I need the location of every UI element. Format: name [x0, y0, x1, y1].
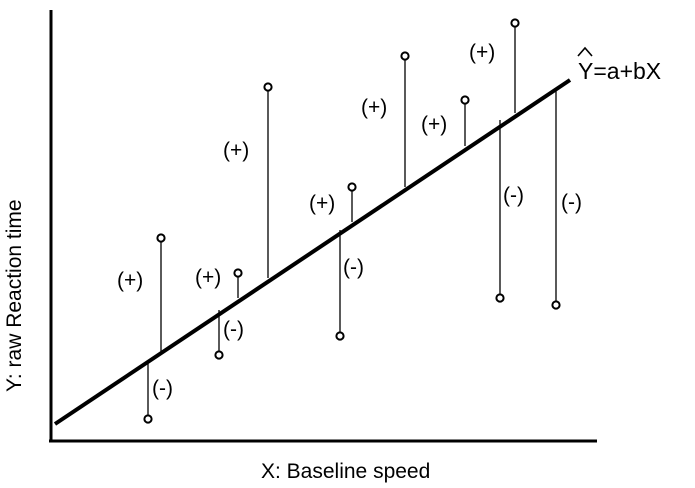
- positive-residual-label: (+): [117, 269, 143, 292]
- residual-labels: (+) (-) (+) (-) (+) (+) (-) (+) (+) (+) …: [117, 41, 582, 400]
- negative-residual-label: (-): [343, 256, 364, 279]
- data-point: [400, 51, 410, 61]
- positive-residual-label: (+): [421, 113, 447, 136]
- data-point: [335, 331, 345, 341]
- positive-residual-label: (+): [223, 139, 249, 162]
- data-point: [143, 414, 153, 424]
- data-points: [143, 18, 561, 424]
- data-point: [460, 95, 470, 105]
- x-axis-label: X: Baseline speed: [261, 460, 430, 483]
- negative-residual-label: (-): [503, 184, 524, 207]
- equation-label: Y=a+bX: [578, 58, 661, 84]
- data-point: [510, 18, 520, 28]
- positive-residual-label: (+): [469, 41, 495, 64]
- regression-line: [53, 78, 572, 426]
- data-point: [495, 293, 505, 303]
- residual-segments: [147, 23, 557, 419]
- y-axis-label: Y: raw Reaction time: [3, 199, 26, 392]
- regression-equation: Y=a+bX: [577, 46, 661, 84]
- positive-residual-label: (+): [361, 96, 387, 119]
- negative-residual-label: (-): [223, 318, 244, 341]
- negative-residual-label: (-): [561, 191, 582, 214]
- hat-symbol: [577, 46, 593, 57]
- positive-residual-label: (+): [309, 192, 335, 215]
- negative-residual-label: (-): [152, 377, 173, 400]
- positive-residual-label: (+): [195, 266, 221, 289]
- data-point: [263, 82, 273, 92]
- data-point: [551, 300, 561, 310]
- data-point: [347, 182, 357, 192]
- data-point: [233, 268, 243, 278]
- data-point: [214, 350, 224, 360]
- data-point: [156, 233, 166, 243]
